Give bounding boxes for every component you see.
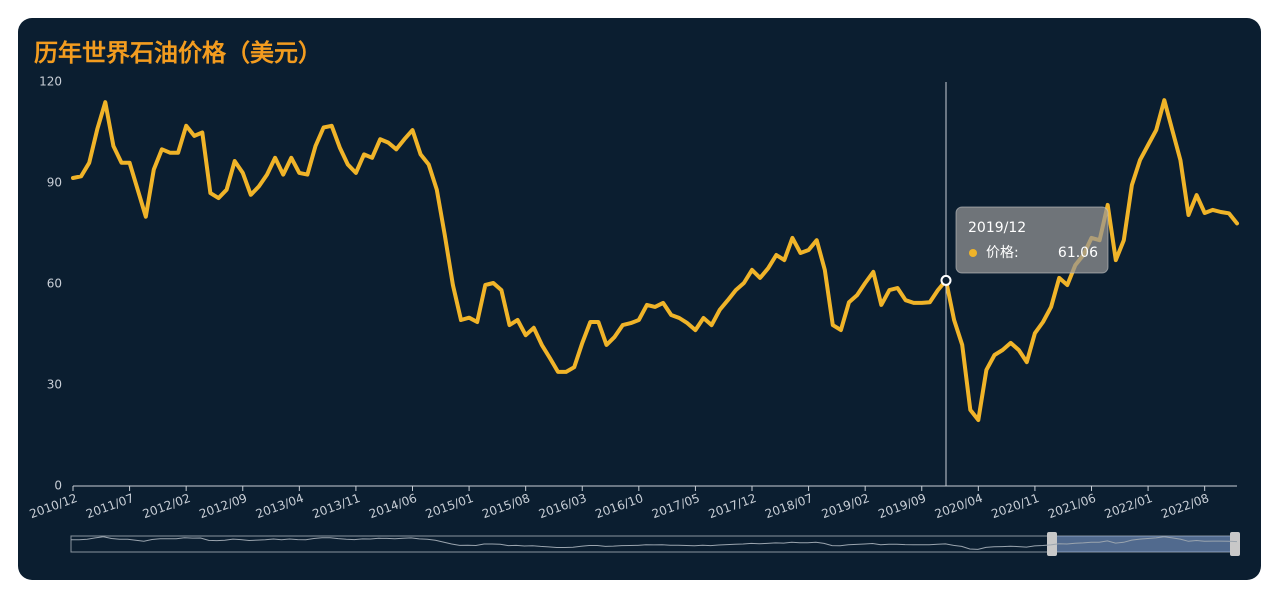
y-tick-label: 90: [47, 176, 62, 190]
hover-point: [940, 274, 952, 286]
tooltip: [955, 206, 1109, 274]
y-tick-label: 60: [47, 277, 62, 291]
tooltip-value: 61.06: [1058, 245, 1098, 261]
zoom-window[interactable]: [1052, 536, 1235, 552]
y-tick-label: 30: [47, 378, 62, 392]
panel: [18, 18, 1261, 580]
tooltip-title: 2019/12: [968, 220, 1026, 236]
chart-title: 历年世界石油价格（美元）: [34, 39, 322, 67]
y-tick-label: 0: [54, 479, 62, 493]
price-line: [71, 98, 1239, 422]
zoom-handle[interactable]: [1047, 532, 1057, 556]
data-zoom[interactable]: [70, 532, 1240, 556]
tooltip-label: 价格:: [986, 245, 1019, 261]
tooltip-marker: [969, 249, 977, 257]
zoom-handle[interactable]: [1230, 532, 1240, 556]
y-tick-label: 120: [39, 75, 62, 89]
zoom-preview-line: [70, 536, 1238, 550]
